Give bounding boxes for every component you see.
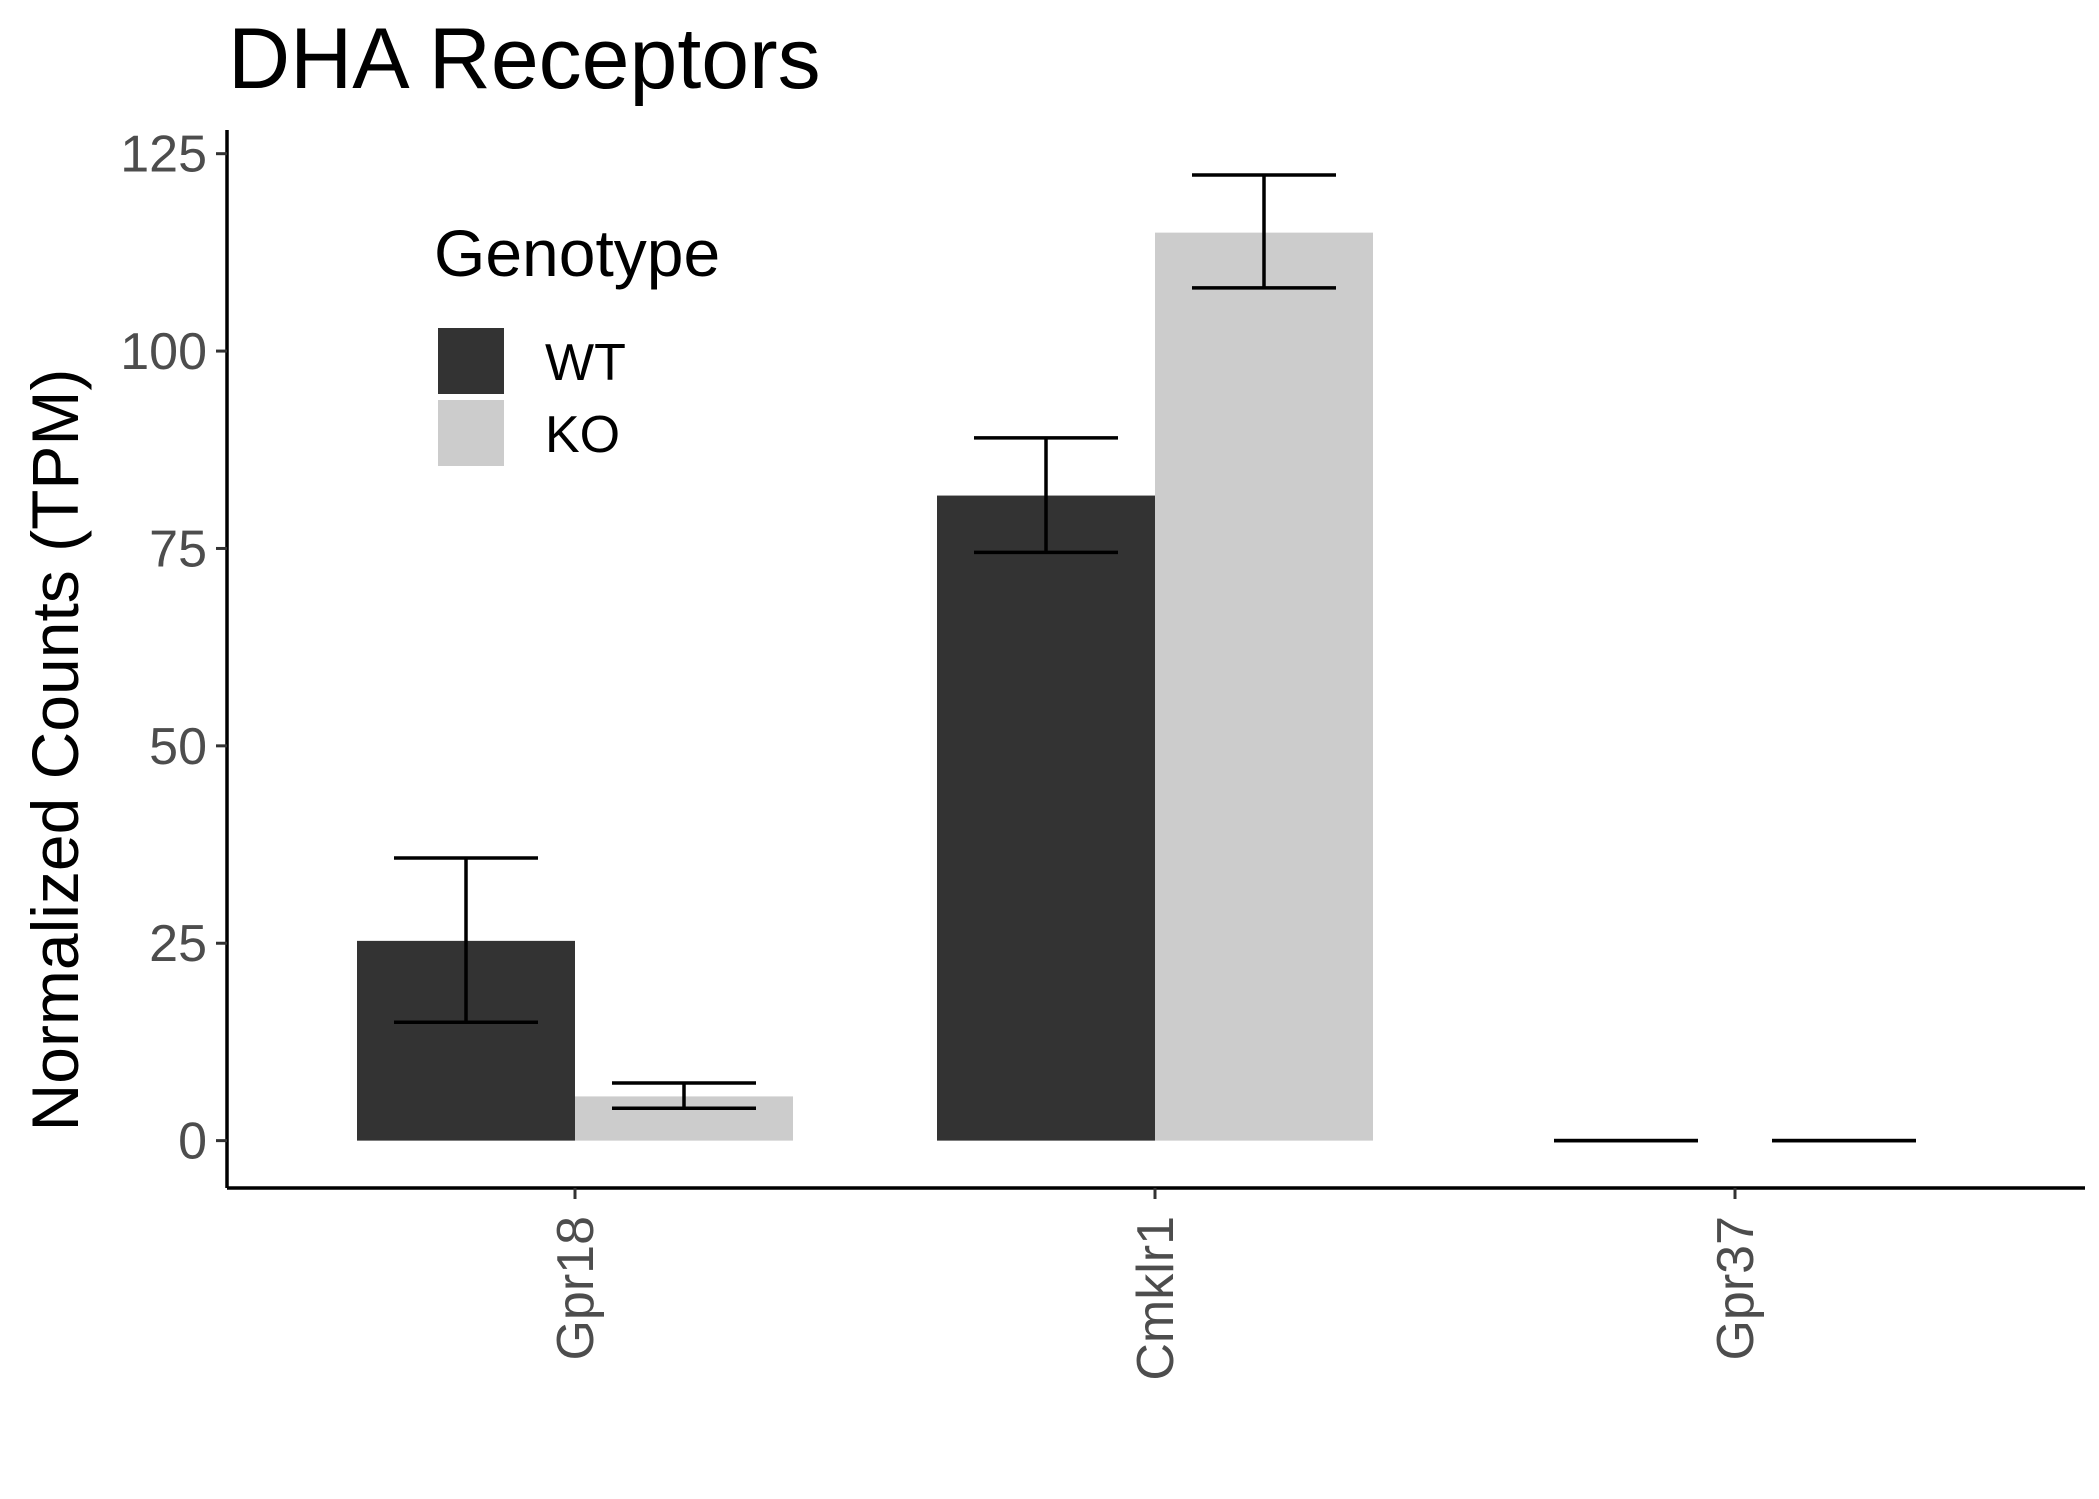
y-axis-label: Normalized Counts (TPM) (18, 369, 92, 1132)
legend-label-wt: WT (545, 334, 626, 392)
x-tick-label: Cmklr1 (1127, 1216, 1185, 1381)
bar-wt-cmklr1 (937, 495, 1155, 1141)
y-tick-label: 75 (149, 520, 207, 578)
y-tick-label: 50 (149, 718, 207, 776)
legend-label-ko: KO (545, 406, 620, 464)
errorbar-ko-cmklr1 (1192, 173, 1336, 290)
errorbar-wt-cmklr1 (974, 436, 1118, 555)
x-axis: Gpr18 Cmklr1 Gpr37 (227, 1186, 2085, 1381)
legend-title: Genotype (434, 216, 720, 290)
bar-ko-cmklr1 (1155, 232, 1373, 1141)
legend-key-ko (438, 400, 504, 466)
y-tick-label: 125 (120, 126, 207, 184)
y-tick-label: 100 (120, 323, 207, 381)
y-tick-label: 25 (149, 915, 207, 973)
plot-area (357, 173, 1916, 1143)
y-tick-label: 0 (178, 1113, 207, 1171)
y-axis: 0 25 50 75 100 125 (120, 126, 229, 1188)
chart-title: DHA Receptors (228, 11, 821, 107)
errorbar-wt-gpr18 (394, 856, 538, 1024)
x-tick-label: Gpr18 (547, 1216, 605, 1361)
legend: Genotype WT KO (434, 216, 720, 466)
x-tick-label: Gpr37 (1707, 1216, 1765, 1361)
legend-key-wt (438, 328, 504, 394)
errorbar-ko-gpr18 (612, 1081, 756, 1111)
